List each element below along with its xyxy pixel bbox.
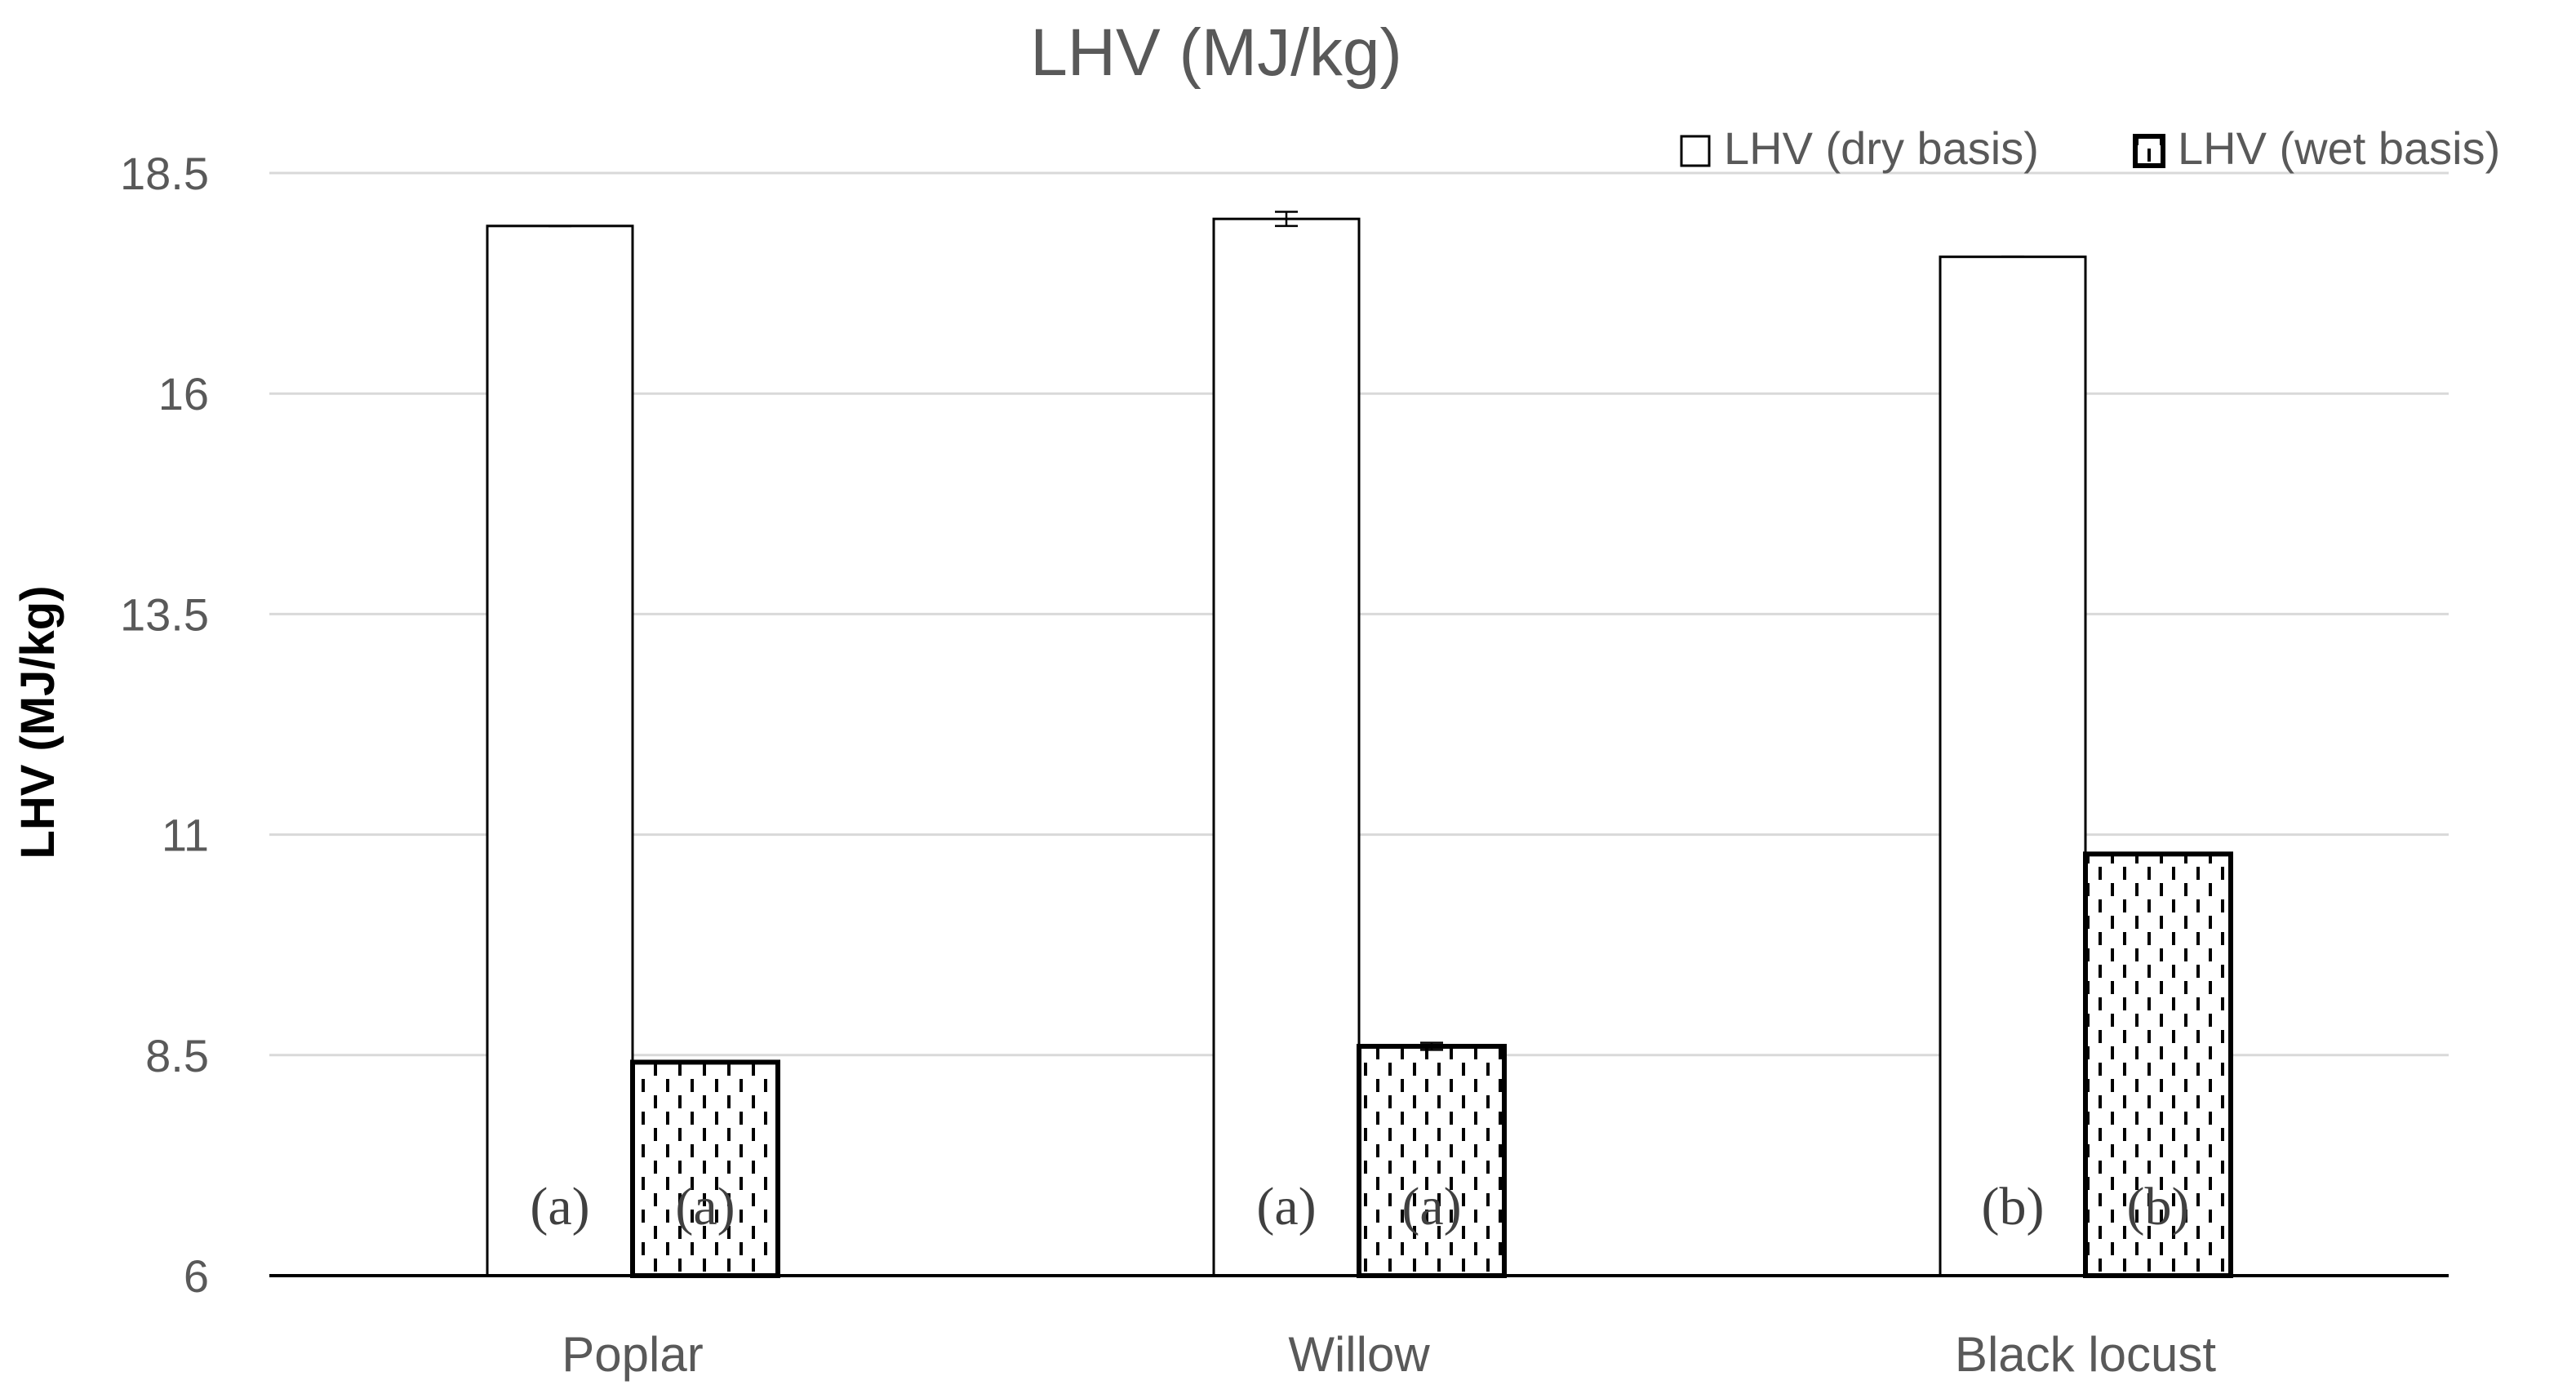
bar-dry-basis — [1939, 255, 2087, 1277]
y-tick-label: 6 — [184, 1250, 209, 1302]
significance-letter: (b) — [1982, 1177, 2045, 1236]
legend-swatch-wet — [2133, 134, 2165, 168]
significance-letters: (a) (a) (a) (a) (b) (b) — [530, 1177, 2189, 1236]
x-tick-label: Black locust — [1955, 1327, 2216, 1382]
legend-label-wet: LHV (wet basis) — [2178, 122, 2500, 174]
error-bars — [549, 211, 2170, 1063]
y-tick-label: 11 — [162, 810, 209, 861]
significance-letter: (a) — [1401, 1177, 1461, 1236]
bar-dry-basis — [1212, 217, 1361, 1277]
bar-dry-basis — [486, 224, 634, 1277]
bar-wet-basis — [2083, 851, 2233, 1278]
y-tick-label: 16 — [158, 368, 209, 420]
bar-wet-basis — [630, 1059, 780, 1278]
legend-swatch-dry — [1680, 135, 1711, 167]
x-tick-labels: Poplar Willow Black locust — [562, 1327, 2216, 1382]
legend: LHV (dry basis) LHV (wet basis) — [1680, 122, 2500, 174]
y-tick-labels: 6 8.5 11 13.5 16 18.5 — [120, 148, 209, 1302]
legend-label-dry: LHV (dry basis) — [1724, 122, 2039, 174]
x-tick-label: Poplar — [562, 1327, 703, 1382]
y-axis-label: LHV (MJ/kg) — [11, 585, 64, 859]
significance-letter: (a) — [675, 1177, 735, 1236]
bar-wet-basis — [1357, 1043, 1507, 1278]
y-tick-label: 13.5 — [120, 588, 209, 640]
y-tick-label: 8.5 — [145, 1030, 209, 1081]
significance-letter: (a) — [530, 1177, 589, 1236]
x-tick-label: Willow — [1288, 1327, 1430, 1382]
chart-title: LHV (MJ/kg) — [1030, 16, 1402, 90]
significance-letter: (b) — [2127, 1177, 2190, 1236]
y-tick-label: 18.5 — [120, 148, 209, 199]
bars — [486, 217, 2233, 1278]
significance-letter: (a) — [1256, 1177, 1316, 1236]
